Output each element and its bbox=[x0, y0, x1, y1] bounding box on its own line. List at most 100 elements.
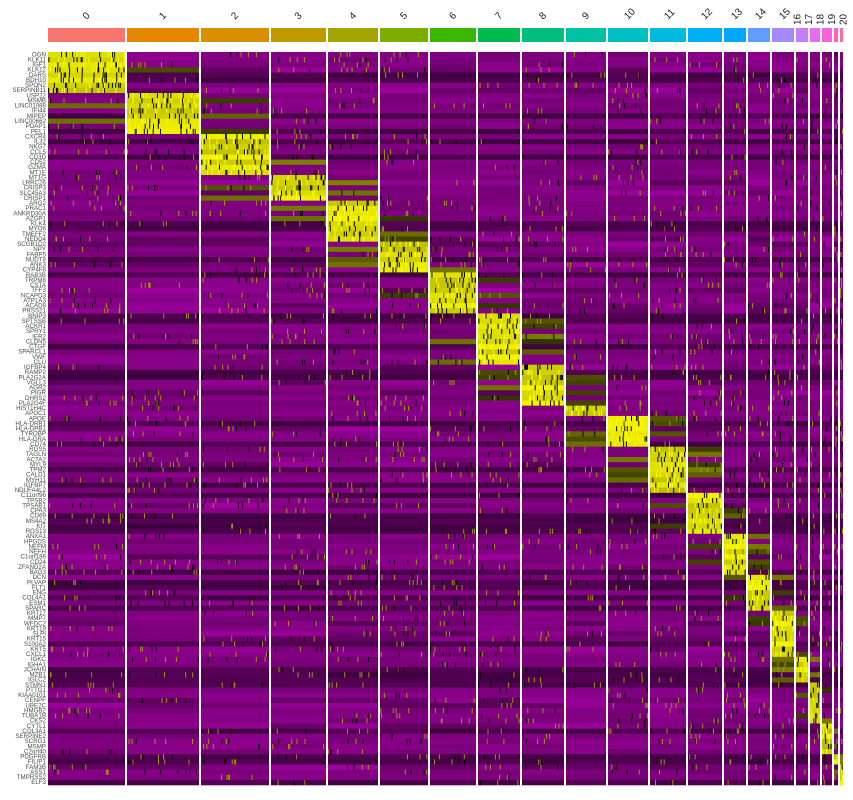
heatmap-cell bbox=[478, 477, 520, 483]
heatmap-cell-streak bbox=[58, 134, 60, 140]
heatmap-cell bbox=[127, 134, 199, 140]
heatmap-cell bbox=[822, 538, 832, 545]
heatmap-cell-streak bbox=[545, 118, 547, 125]
heatmap-cell-streak bbox=[834, 231, 836, 237]
heatmap-cell bbox=[834, 72, 838, 78]
heatmap-cell bbox=[748, 395, 770, 401]
heatmap-cell-streak bbox=[256, 267, 257, 273]
heatmap-cell-streak bbox=[828, 200, 830, 207]
heatmap-cell bbox=[201, 344, 269, 350]
heatmap-cell bbox=[522, 149, 564, 155]
heatmap-cell-streak bbox=[798, 339, 800, 345]
heatmap-cell-streak bbox=[345, 441, 347, 447]
heatmap-cell bbox=[328, 482, 378, 488]
heatmap-cell bbox=[566, 175, 606, 181]
heatmap-cell bbox=[328, 333, 378, 340]
heatmap-cell-streak bbox=[256, 200, 258, 207]
heatmap-cell bbox=[834, 87, 838, 94]
heatmap-cell bbox=[522, 226, 564, 232]
heatmap-cell-streak bbox=[181, 123, 182, 130]
heatmap-cell bbox=[748, 287, 770, 294]
heatmap-cell bbox=[478, 369, 520, 376]
heatmap-cell bbox=[772, 374, 794, 381]
heatmap-cell bbox=[748, 426, 770, 432]
heatmap-cell bbox=[271, 513, 326, 519]
heatmap-cell-streak bbox=[53, 205, 55, 212]
heatmap-cell-streak bbox=[448, 436, 450, 442]
heatmap-cell-streak bbox=[107, 308, 109, 314]
heatmap-cell-streak bbox=[187, 313, 189, 319]
heatmap-cell-streak bbox=[662, 462, 664, 468]
heatmap-cell-streak bbox=[568, 431, 570, 437]
heatmap-cell-streak bbox=[530, 380, 532, 386]
heatmap-cell-streak bbox=[792, 328, 794, 335]
heatmap-cell bbox=[822, 139, 832, 145]
heatmap-cell-streak bbox=[363, 210, 365, 217]
heatmap-cell bbox=[201, 477, 269, 483]
heatmap-cell-streak bbox=[290, 169, 292, 176]
heatmap-cell-streak bbox=[320, 128, 322, 135]
heatmap-cell-streak bbox=[193, 154, 195, 160]
heatmap-cell-streak bbox=[479, 492, 480, 499]
heatmap-cell bbox=[724, 344, 746, 350]
heatmap-cell-streak bbox=[602, 446, 604, 453]
heatmap-cell bbox=[688, 415, 722, 422]
heatmap-cell-streak bbox=[412, 262, 414, 268]
heatmap-cell-streak bbox=[295, 431, 297, 437]
heatmap-cell-streak bbox=[254, 257, 255, 263]
heatmap-cell-streak bbox=[447, 292, 449, 299]
heatmap-cell-streak bbox=[93, 77, 95, 84]
heatmap-cell bbox=[566, 482, 606, 488]
heatmap-cell bbox=[430, 272, 476, 278]
heatmap-cell-streak bbox=[295, 175, 297, 181]
heatmap-cell bbox=[822, 523, 832, 530]
heatmap-cell-streak bbox=[515, 323, 517, 330]
heatmap-cell-streak bbox=[689, 62, 691, 68]
heatmap-cell-streak bbox=[264, 134, 266, 140]
heatmap-cell-streak bbox=[618, 262, 620, 268]
heatmap-cell bbox=[478, 364, 520, 371]
heatmap-cell bbox=[724, 400, 746, 406]
heatmap-cell bbox=[748, 508, 770, 514]
heatmap-cell bbox=[810, 134, 820, 140]
heatmap-cell bbox=[430, 236, 476, 242]
heatmap-cell bbox=[478, 292, 520, 299]
heatmap-cell bbox=[566, 118, 606, 125]
heatmap-cell-streak bbox=[600, 354, 602, 360]
heatmap-cell bbox=[810, 175, 820, 181]
heatmap-cell bbox=[834, 251, 838, 258]
heatmap-cell-streak bbox=[471, 205, 473, 212]
heatmap-cell bbox=[608, 262, 648, 268]
heatmap-cell bbox=[201, 410, 269, 417]
heatmap-cell bbox=[834, 241, 838, 248]
heatmap-cell-streak bbox=[155, 103, 157, 109]
heatmap-cell-streak bbox=[86, 400, 88, 406]
heatmap-cell-streak bbox=[215, 497, 217, 504]
heatmap-cell-streak bbox=[418, 503, 419, 509]
heatmap-cell bbox=[127, 528, 199, 535]
heatmap-cell bbox=[271, 344, 326, 350]
heatmap-cell bbox=[380, 426, 428, 432]
heatmap-cell-streak bbox=[407, 210, 409, 217]
heatmap-cell-streak bbox=[364, 287, 366, 294]
heatmap-cell bbox=[688, 339, 722, 345]
cluster-bar-16 bbox=[796, 28, 808, 42]
heatmap-cell bbox=[271, 149, 326, 155]
heatmap-cell-streak bbox=[207, 169, 209, 176]
heatmap-cell bbox=[724, 67, 746, 73]
heatmap-cell bbox=[328, 318, 378, 324]
heatmap-cell bbox=[772, 538, 794, 545]
heatmap-cell-streak bbox=[421, 139, 423, 145]
heatmap-cell bbox=[271, 67, 326, 73]
heatmap-cell-streak bbox=[182, 98, 184, 104]
heatmap-cell bbox=[271, 395, 326, 401]
heatmap-cell-streak bbox=[163, 533, 165, 540]
heatmap-cell-streak bbox=[443, 200, 445, 207]
heatmap-cell-streak bbox=[702, 251, 704, 258]
heatmap-cell-streak bbox=[692, 528, 694, 535]
heatmap-cell bbox=[271, 451, 326, 458]
heatmap-cell bbox=[380, 369, 428, 376]
heatmap-cell-streak bbox=[674, 298, 676, 304]
heatmap-cell bbox=[822, 533, 832, 540]
heatmap-cell-streak bbox=[556, 385, 558, 391]
